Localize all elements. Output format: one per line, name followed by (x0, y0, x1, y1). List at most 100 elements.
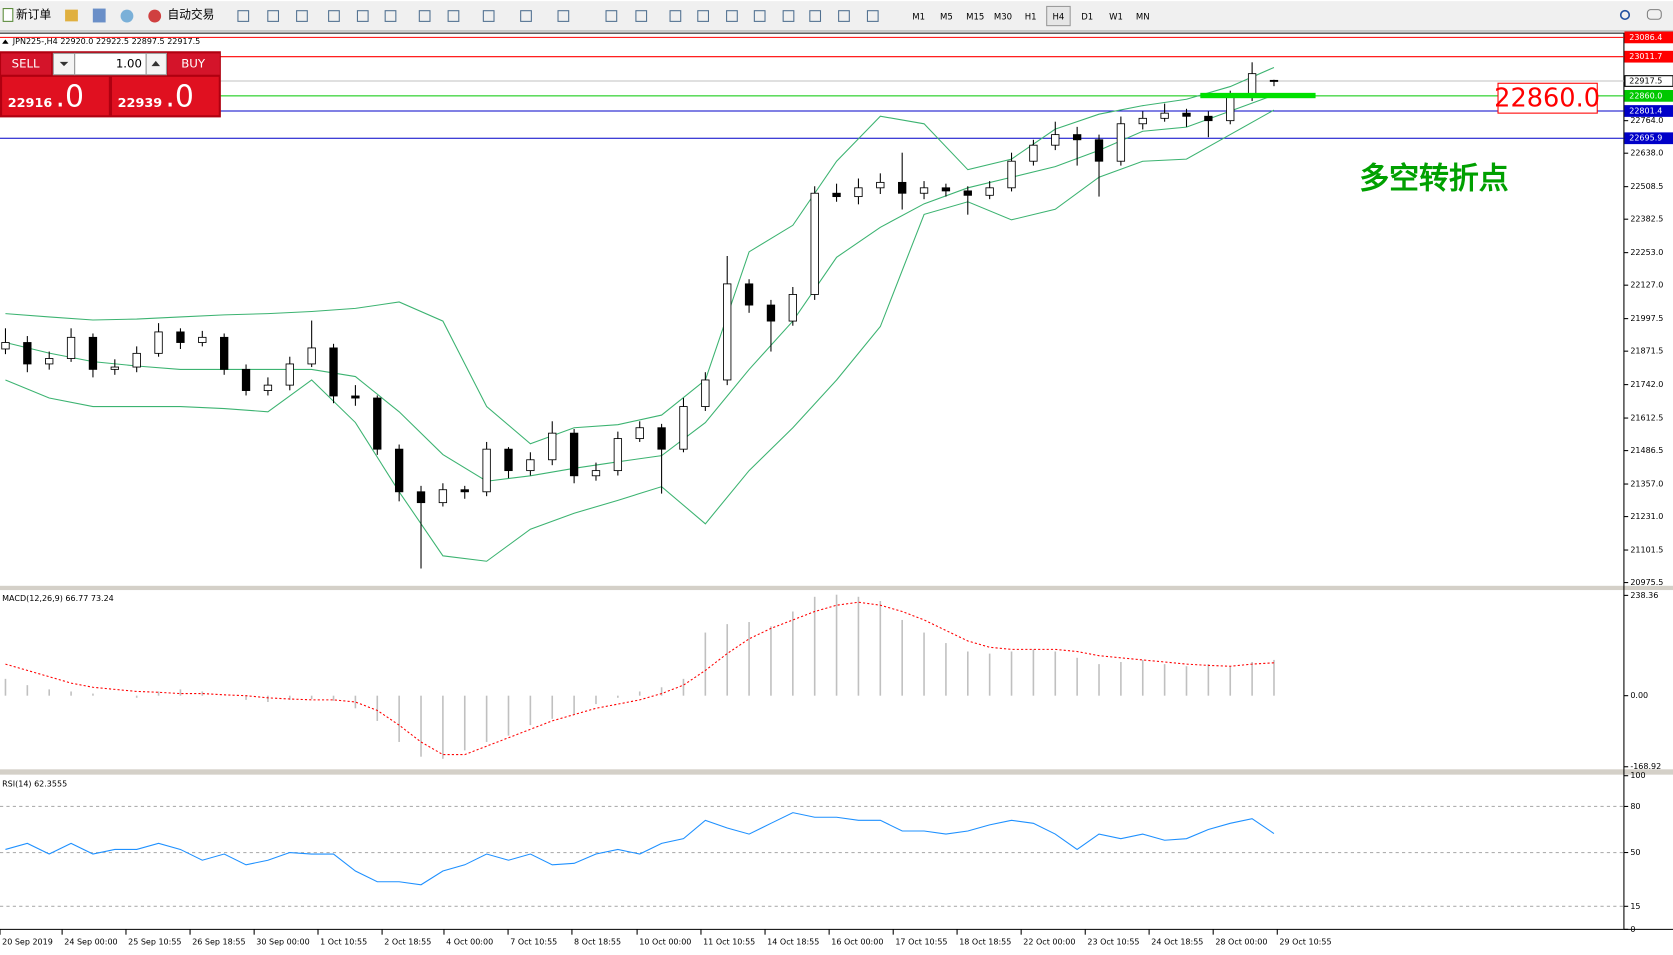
tool-icon[interactable] (605, 10, 618, 22)
timeframe-button[interactable]: H4 (1053, 13, 1065, 23)
icon[interactable] (120, 9, 134, 23)
candle-body (1029, 144, 1038, 162)
tool-icon[interactable] (753, 10, 766, 22)
tool-icon[interactable] (356, 10, 369, 22)
tool-icon[interactable] (866, 10, 879, 22)
x-tick-label: 24 Oct 18:55 (1151, 938, 1203, 947)
candle-body (1160, 112, 1169, 119)
auto-trade-button[interactable]: 自动交易 (148, 7, 214, 23)
bollinger-band (5, 109, 1275, 562)
candle-body (263, 384, 273, 391)
tool-icon[interactable] (418, 10, 431, 22)
indicator-title: JPN225-,H4 22920.0 22922.5 22897.5 22917… (12, 37, 200, 46)
y-tick-label: 21871.5 (1630, 347, 1663, 356)
one-click-trading-panel: SELL 1.00 BUY 22916 .0 22939 .0 (0, 51, 221, 118)
price-label: 22695.9 (1629, 134, 1662, 143)
x-tick-label: 22 Oct 00:00 (1023, 938, 1075, 947)
timeframe-button[interactable]: MN (1136, 13, 1150, 23)
tool-icon[interactable] (782, 10, 795, 22)
x-tick-label: 7 Oct 10:55 (510, 938, 557, 947)
candle-body (1094, 139, 1104, 162)
candle-body (394, 448, 404, 493)
price-label-box (1624, 132, 1673, 145)
indicator-title: MACD(12,26,9) 66.77 73.24 (2, 594, 114, 603)
candle-body (985, 187, 994, 196)
active-timeframe (1046, 5, 1071, 27)
timeframe-button[interactable]: W1 (1109, 13, 1123, 23)
tool-icon[interactable] (328, 10, 340, 22)
x-tick-label: 26 Sep 18:55 (192, 938, 245, 947)
chat-icon[interactable] (1646, 9, 1662, 20)
candle-body (788, 294, 797, 322)
tool-icon[interactable] (557, 10, 570, 22)
lots-value: 1.00 (116, 57, 142, 71)
tool-icon[interactable] (384, 10, 397, 22)
y-tick-label: 21612.5 (1630, 414, 1663, 423)
tool-icon[interactable] (296, 10, 308, 22)
candle-body (438, 489, 448, 504)
sell-button[interactable] (1, 53, 52, 75)
y-tick-label: 22382.5 (1630, 215, 1663, 224)
y-tick-label: 21231.0 (1630, 512, 1663, 521)
icon (2, 8, 14, 22)
y-tick-label: 0.00 (1630, 691, 1648, 700)
tool-icon[interactable] (447, 10, 460, 22)
tool-icon[interactable] (635, 10, 648, 22)
tool-icon[interactable] (809, 10, 822, 22)
tool-icon[interactable] (267, 10, 280, 22)
timeframe-bar: M1 M5 M15 M30 H1 H4 D1 W1 MN (912, 5, 1150, 27)
timeframe-button[interactable]: M5 (940, 13, 953, 23)
bid-box[interactable] (2, 76, 109, 116)
price-label: 22801.4 (1629, 107, 1662, 116)
icon[interactable] (92, 8, 106, 23)
candle-body (329, 347, 338, 397)
new-order-button[interactable]: 新订单 (2, 7, 51, 22)
bollinger-band (5, 66, 1275, 445)
candle-body (766, 304, 776, 322)
candle-body (744, 283, 754, 306)
tool-icon[interactable] (838, 10, 850, 22)
y-tick-label: 21997.5 (1630, 314, 1663, 323)
tool-icon[interactable] (726, 10, 738, 22)
tool-icon[interactable] (520, 10, 532, 22)
candle-body (635, 427, 644, 440)
candle-body (1007, 160, 1016, 189)
timeframe-button[interactable]: M15 (966, 13, 984, 23)
candle-body (416, 491, 426, 504)
candle-body (613, 438, 623, 472)
search-icon[interactable] (1619, 9, 1631, 21)
timeframe-button[interactable]: D1 (1081, 13, 1093, 23)
buy-button[interactable] (167, 53, 220, 75)
ask-pips: .0 (165, 80, 194, 115)
x-tick-label: 29 Oct 10:55 (1279, 938, 1331, 947)
timeframe-button[interactable]: M30 (994, 13, 1012, 23)
toolbar (0, 1, 1673, 31)
dropdown-arrow (59, 61, 69, 67)
candle-body (591, 470, 601, 477)
tool-icon[interactable] (697, 10, 709, 22)
x-tick-label: 23 Oct 10:55 (1087, 938, 1139, 947)
icon[interactable] (65, 9, 78, 22)
rsi-line (5, 812, 1275, 886)
x-tick-label: 14 Oct 18:55 (767, 938, 819, 947)
candle-body (919, 187, 929, 194)
timeframe-button[interactable]: M1 (912, 13, 925, 23)
candle-body (1182, 112, 1191, 117)
collapse-arrow (2, 39, 9, 44)
x-tick-label: 16 Oct 00:00 (831, 938, 883, 947)
candle-body (548, 432, 557, 461)
y-tick-label: 21742.0 (1630, 380, 1663, 389)
ask-box[interactable] (112, 76, 219, 116)
candle-body (23, 342, 32, 365)
y-tick-label: 22638.0 (1630, 149, 1663, 158)
tool-icon[interactable] (237, 10, 250, 22)
tool-icon[interactable] (669, 10, 682, 22)
timeframe-button[interactable]: H1 (1025, 13, 1037, 23)
candle-body (198, 336, 207, 343)
tool-icon[interactable] (482, 10, 495, 22)
x-tick-label: 30 Sep 00:00 (256, 938, 309, 947)
candle-body (657, 427, 666, 450)
x-tick-label: 11 Oct 10:55 (703, 938, 755, 947)
